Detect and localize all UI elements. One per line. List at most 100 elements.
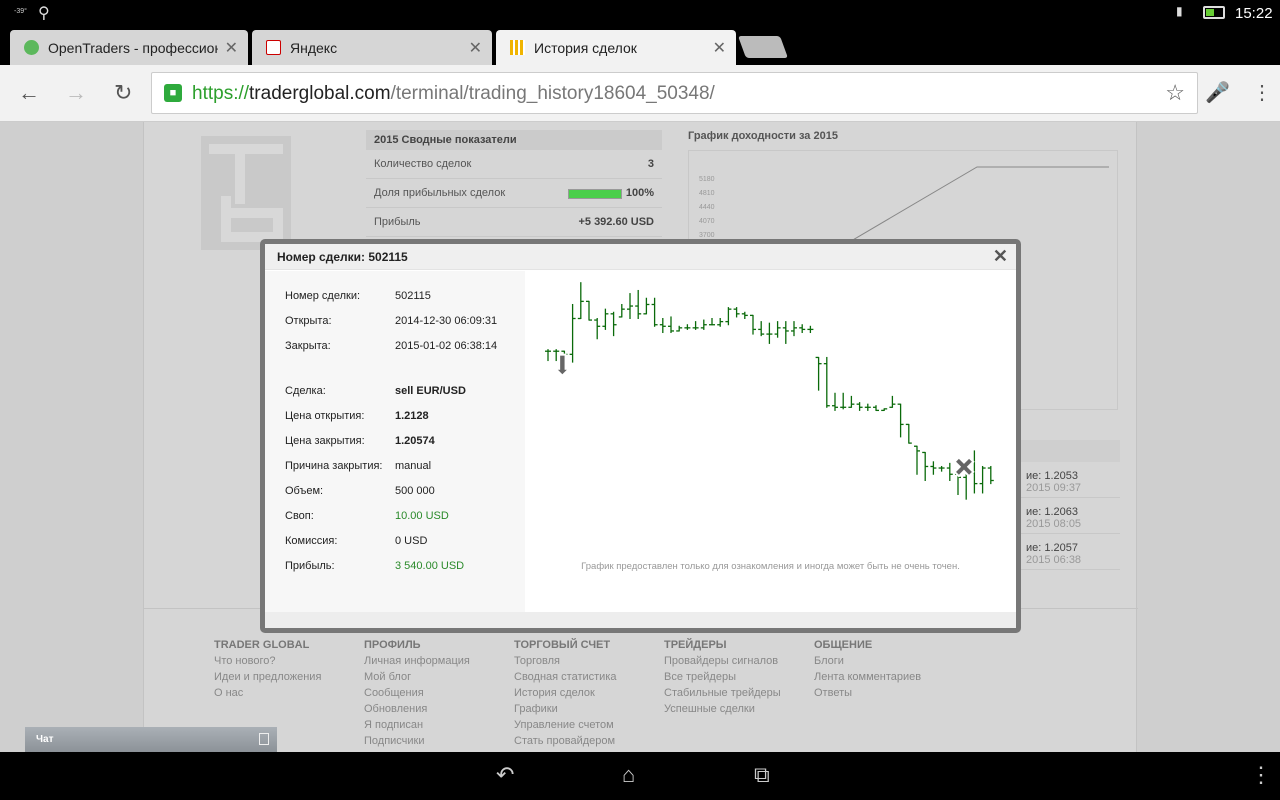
trade-row[interactable]: ие: 1.2057 2015 06:38 xyxy=(1012,534,1120,570)
exit-marker-icon: ✖ xyxy=(952,452,975,483)
footer-link[interactable]: Я подписан xyxy=(364,719,424,731)
ohlc-bar xyxy=(815,356,822,391)
chat-bar[interactable]: Чат xyxy=(25,727,277,752)
footer-link[interactable]: Ответы xyxy=(814,687,853,699)
footer-link[interactable]: Стать провайдером xyxy=(514,735,616,747)
footer-link[interactable]: Личная информация xyxy=(364,655,470,667)
detail-value: 502115 xyxy=(395,290,431,302)
back-nav-icon[interactable]: ↶ xyxy=(496,762,515,787)
footer-link[interactable]: Лента комментариев xyxy=(814,671,922,683)
tab-trade-history[interactable]: История сделок ✕ xyxy=(496,30,736,65)
ohlc-bar xyxy=(700,319,707,330)
footer-link[interactable]: Провайдеры сигналов xyxy=(664,655,779,667)
reload-icon[interactable]: ↻ xyxy=(114,80,133,105)
footer-link[interactable]: Обновления xyxy=(364,703,428,715)
close-icon[interactable]: ✕ xyxy=(992,246,1008,266)
ohlc-bar xyxy=(733,307,740,318)
footer-link[interactable]: Стабильные трейдеры xyxy=(664,687,781,699)
footer-link[interactable]: История сделок xyxy=(514,687,595,699)
footer-link[interactable]: Идеи и предложения xyxy=(214,671,322,683)
microphone-icon[interactable]: 🎤 xyxy=(1205,82,1230,104)
trade-row[interactable]: ие: 1.2053 2015 09:37 xyxy=(1012,462,1120,498)
footer-heading: TRADER GLOBAL xyxy=(214,639,310,651)
detail-label: Закрыта: xyxy=(285,340,331,352)
ohlc-bar xyxy=(602,308,609,330)
tab-opentraders[interactable]: OpenTraders - профессиона ✕ xyxy=(10,30,248,65)
detail-label: Открыта: xyxy=(285,315,332,327)
detail-label: Сделка: xyxy=(285,385,326,397)
footer-link[interactable]: Торговля xyxy=(514,655,560,667)
ohlc-bar xyxy=(832,392,838,411)
footer-link[interactable]: Графики xyxy=(514,703,558,715)
footer-column: TRADER GLOBAL Что нового? Идеи и предложен… xyxy=(214,637,321,701)
detail-value: sell EUR/USD xyxy=(395,385,466,397)
ohlc-bar xyxy=(594,318,601,340)
address-bar[interactable]: ■ https://traderglobal.com/terminal/trad… xyxy=(151,72,1198,114)
detail-label: Комиссия: xyxy=(285,535,338,547)
ohlc-bar xyxy=(668,316,674,334)
detail-value: 1.2128 xyxy=(395,410,429,422)
footer-link[interactable]: Управление счетом xyxy=(514,719,614,731)
footer-link[interactable]: Сообщения xyxy=(364,687,424,699)
close-tab-icon[interactable]: ✕ xyxy=(712,40,726,57)
home-nav-icon[interactable]: ⌂ xyxy=(622,762,636,787)
footer-heading: ОБЩЕНИЕ xyxy=(814,639,873,651)
new-tab-button[interactable] xyxy=(737,36,789,58)
ohlc-bar xyxy=(979,465,986,494)
recents-nav-icon[interactable]: ⧉ xyxy=(754,762,770,787)
forward-icon[interactable]: → xyxy=(65,80,87,105)
footer-link[interactable]: Мой блог xyxy=(364,671,412,683)
detail-value: 10.00 USD xyxy=(395,510,449,522)
detail-value: 0 USD xyxy=(395,535,428,547)
footer-link[interactable]: О нас xyxy=(214,687,244,699)
detail-value: 500 000 xyxy=(395,485,435,497)
ohlc-bar xyxy=(848,395,855,408)
detail-value: 2014-12-30 06:09:31 xyxy=(395,315,498,327)
footer-column: ТОРГОВЫЙ СЧЕТ Торговля Сводная статистика И… xyxy=(514,637,617,749)
menu-icon[interactable]: ⋮ xyxy=(1252,82,1272,104)
ohlc-bar xyxy=(955,472,961,496)
footer-link[interactable]: Все трейдеры xyxy=(664,671,736,683)
modal-title: Номер сделки: 502115 xyxy=(265,244,1016,270)
summary-row: Прибыль +5 392.60 USD xyxy=(366,208,662,237)
chat-expand-icon[interactable] xyxy=(259,733,269,745)
summary-title: 2015 Сводные показатели xyxy=(366,130,662,150)
tab-yandex[interactable]: Яндекс ✕ xyxy=(252,30,492,65)
detail-label: Номер сделки: xyxy=(285,290,361,302)
overflow-menu-icon[interactable]: ⋮ xyxy=(1250,762,1272,787)
footer-link[interactable]: Что нового? xyxy=(214,655,276,667)
battery-icon xyxy=(1203,6,1225,19)
ohlc-bar xyxy=(676,325,683,332)
url-text[interactable]: https://traderglobal.com/terminal/tradin… xyxy=(192,83,715,104)
footer-link[interactable]: Подписчики xyxy=(364,735,425,747)
close-tab-icon[interactable]: ✕ xyxy=(468,40,482,57)
temperature: -39° xyxy=(14,8,27,15)
close-tab-icon[interactable]: ✕ xyxy=(224,40,238,57)
bookmark-star-icon[interactable]: ☆ xyxy=(1165,80,1185,105)
traderglobal-icon xyxy=(510,40,525,55)
ohlc-bar xyxy=(741,311,748,320)
chat-label: Чат xyxy=(36,734,54,745)
ohlc-bar xyxy=(643,297,650,315)
ohlc-bar xyxy=(782,321,789,344)
detail-value: 3 540.00 USD xyxy=(395,560,465,572)
traderglobal-logo xyxy=(201,136,291,250)
profit-share-bar xyxy=(568,189,622,199)
ohlc-bar xyxy=(709,318,715,326)
footer-link[interactable]: Блоги xyxy=(814,655,844,667)
trade-row[interactable]: ие: 1.2063 2015 08:05 xyxy=(1012,498,1120,534)
opentraders-icon xyxy=(24,40,39,55)
footer-column: ОБЩЕНИЕ Блоги Лента комментариев Ответы xyxy=(814,637,921,701)
tab-strip: OpenTraders - профессиона ✕ Яндекс ✕ Ист… xyxy=(0,26,1280,65)
ohlc-bar xyxy=(971,450,978,494)
chart-disclaimer: График предоставлен только для ознакомле… xyxy=(581,561,960,572)
footer-link[interactable]: Сводная статистика xyxy=(514,671,617,683)
recent-trades: ие: 1.2053 2015 09:37 ие: 1.2063 2015 08:0… xyxy=(1012,440,1120,570)
footer-link[interactable]: Успешные сделки xyxy=(664,703,755,715)
back-icon[interactable]: ← xyxy=(18,80,40,105)
detail-label: Своп: xyxy=(285,510,314,522)
footer-heading: ПРОФИЛЬ xyxy=(364,639,421,651)
search-icon: ⚲ xyxy=(38,5,50,22)
ohlc-bar xyxy=(651,297,658,327)
tab-title: Яндекс xyxy=(290,40,338,56)
